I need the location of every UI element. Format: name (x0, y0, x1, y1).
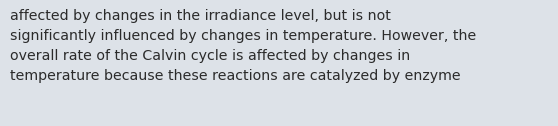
Text: affected by changes in the irradiance level, but is not
significantly influenced: affected by changes in the irradiance le… (10, 9, 477, 83)
